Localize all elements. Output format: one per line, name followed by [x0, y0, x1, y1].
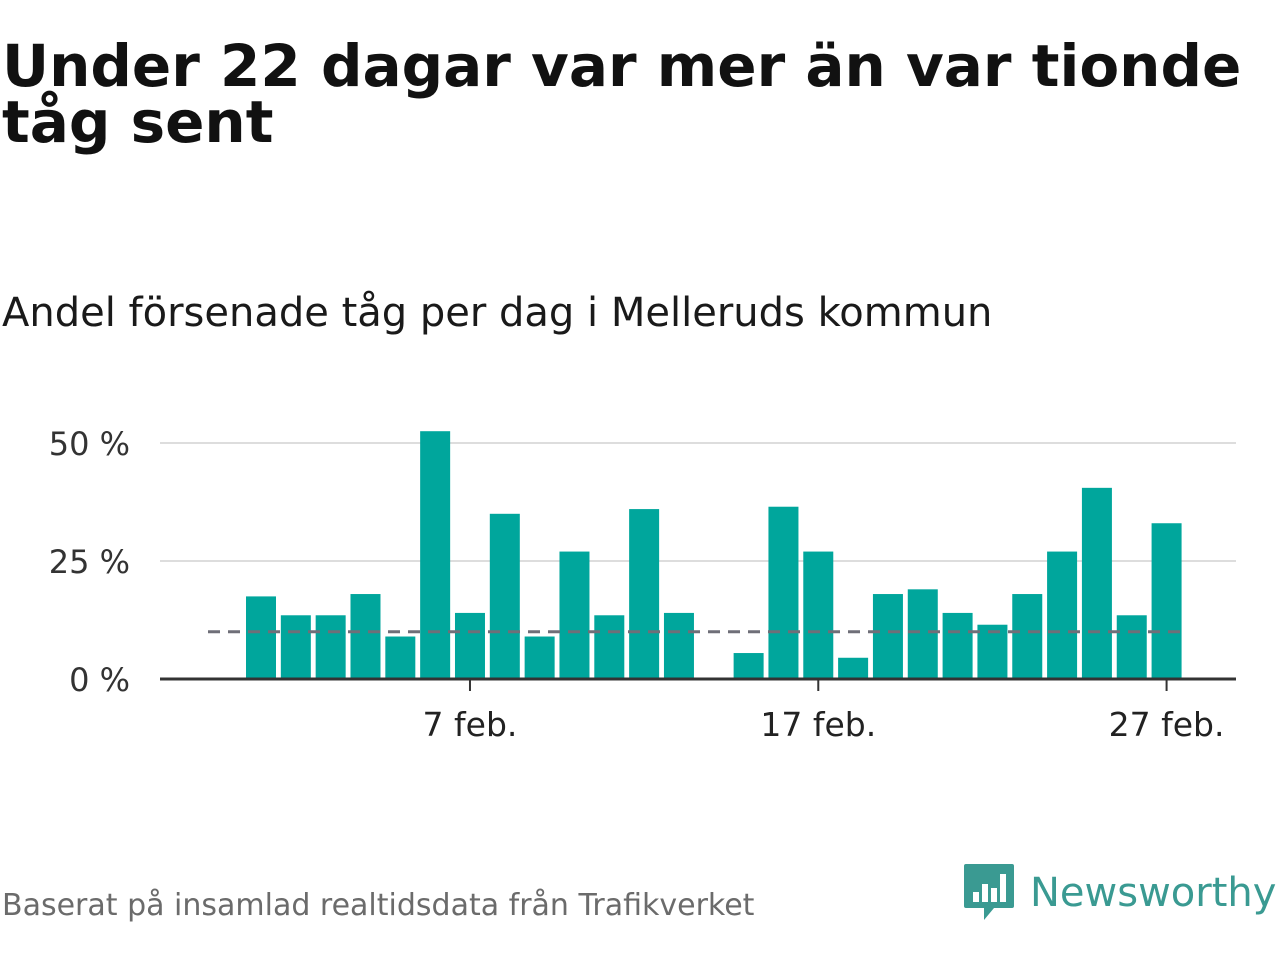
bar — [838, 657, 869, 679]
bar — [872, 594, 903, 679]
brand-name: Newsworthy — [1030, 870, 1277, 916]
bar — [385, 636, 416, 679]
y-tick-label: 25 % — [49, 543, 130, 581]
bar — [907, 589, 938, 679]
bar — [350, 594, 381, 679]
bar — [1047, 551, 1078, 679]
bar — [942, 612, 973, 679]
chart-title: Under 22 dagar var mer än var tionde tåg… — [2, 32, 1242, 156]
chart-subtitle: Andel försenade tåg per dag i Melleruds … — [2, 290, 993, 336]
bar — [454, 612, 485, 679]
bar — [629, 509, 660, 679]
newsworthy-logo-icon — [964, 864, 1014, 920]
bar — [1151, 523, 1182, 679]
y-tick-label: 50 % — [49, 425, 130, 463]
bar — [489, 513, 520, 679]
bar — [1116, 615, 1147, 679]
bar — [768, 506, 799, 679]
bar — [420, 431, 451, 679]
bar — [280, 615, 311, 679]
x-tick-label: 7 feb. — [423, 705, 518, 744]
bar — [315, 615, 346, 679]
brand-block: Newsworthy — [962, 862, 1276, 924]
bar — [663, 612, 694, 679]
bar — [733, 653, 764, 679]
bar — [803, 551, 834, 679]
source-note: Baserat på insamlad realtidsdata från Tr… — [2, 888, 755, 923]
bar — [246, 596, 276, 679]
bar — [594, 615, 625, 679]
bar — [559, 551, 590, 679]
x-tick-label: 27 feb. — [1109, 705, 1225, 744]
y-tick-label: 0 % — [69, 661, 130, 699]
bar — [1012, 594, 1043, 679]
bar — [524, 636, 555, 679]
bar — [1081, 487, 1112, 679]
x-tick-label: 17 feb. — [760, 705, 876, 744]
bar-chart: 0 % 25 % 50 % 7 feb. 17 feb. 27 feb. — [49, 425, 1236, 744]
bar — [977, 624, 1008, 679]
